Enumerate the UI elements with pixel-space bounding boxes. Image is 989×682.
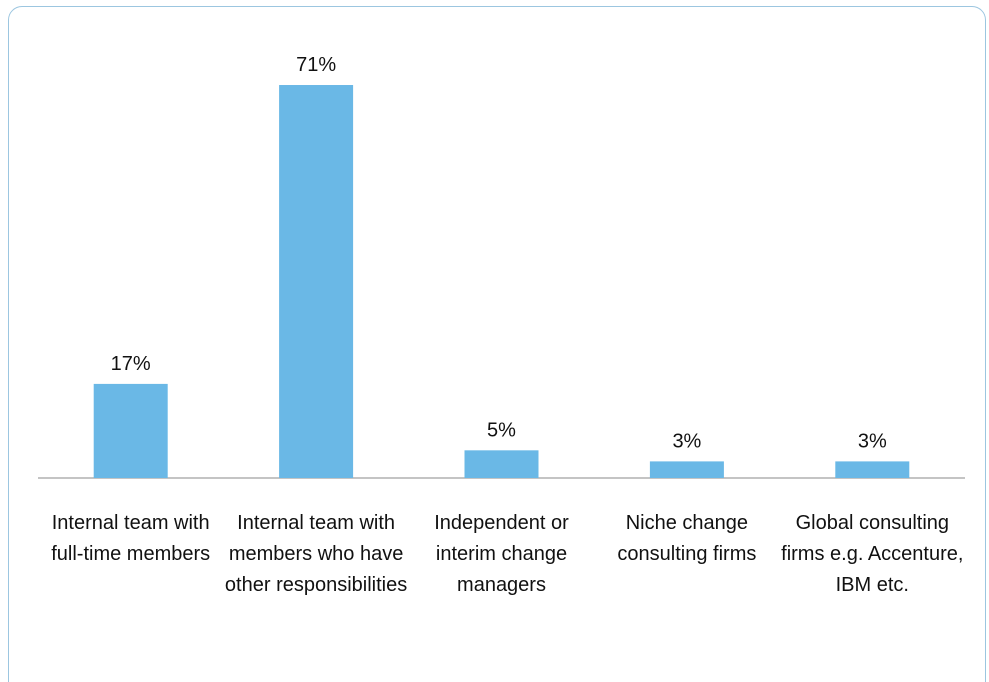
category-label: Independent or interim change managers: [434, 512, 569, 596]
category-label: Global consulting firms e.g. Accenture, …: [781, 512, 964, 596]
value-label: 17%: [111, 353, 151, 375]
bar: [464, 450, 539, 478]
value-label: 3%: [672, 430, 701, 452]
value-label: 3%: [858, 430, 887, 452]
value-label: 71%: [296, 54, 336, 76]
bar: [835, 461, 910, 478]
bar: [279, 85, 354, 478]
bar: [93, 383, 168, 478]
category-label: Internal team with full-time members: [51, 512, 211, 565]
frame: [8, 6, 986, 682]
bar: [649, 461, 724, 478]
category-label: Niche change consulting firms: [617, 512, 757, 565]
category-label: Internal team with members who have othe…: [224, 512, 408, 596]
value-label: 5%: [487, 419, 516, 441]
